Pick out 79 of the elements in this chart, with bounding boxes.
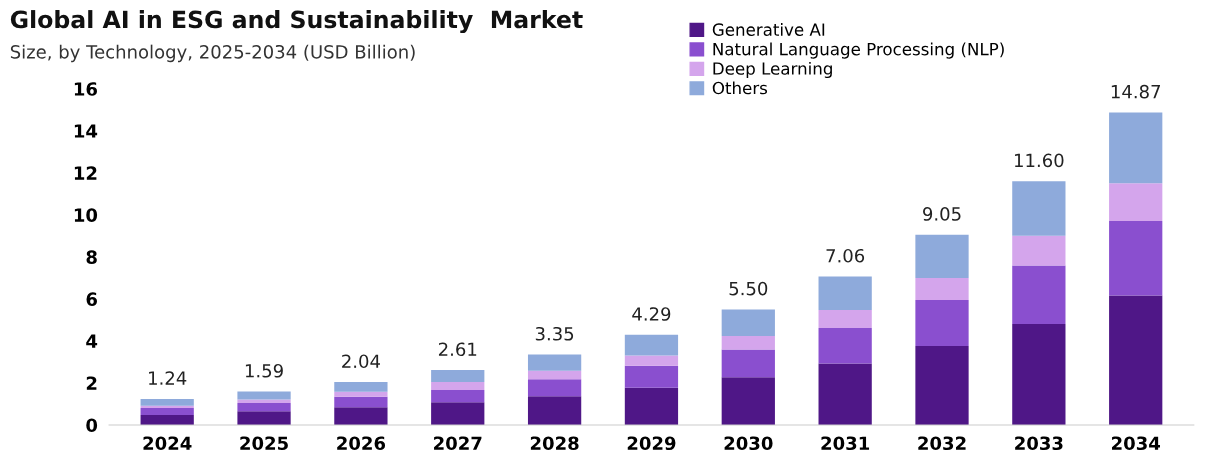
bar xyxy=(721,349,775,378)
bar xyxy=(915,299,969,346)
bar xyxy=(1012,323,1066,425)
total-label: 7.06 xyxy=(826,248,865,263)
bar xyxy=(1012,181,1066,236)
bar xyxy=(140,398,194,406)
bar xyxy=(624,387,679,425)
bar xyxy=(431,402,485,425)
x-tick-label: 2024 xyxy=(143,436,192,451)
bar xyxy=(915,345,969,425)
bar xyxy=(818,363,872,425)
bar xyxy=(915,234,969,279)
total-label: 2.61 xyxy=(438,342,477,357)
total-label: 1.59 xyxy=(245,363,283,378)
total-label: 4.29 xyxy=(632,307,671,321)
total-label: 9.05 xyxy=(923,207,961,221)
total-label: 11.60 xyxy=(1015,153,1064,168)
bar xyxy=(334,396,388,408)
bar xyxy=(527,354,582,371)
bar xyxy=(1109,221,1163,296)
y-tick-label: 6 xyxy=(86,292,97,306)
bar xyxy=(915,278,969,300)
bar xyxy=(527,379,582,397)
bar xyxy=(431,390,485,403)
bar xyxy=(237,411,291,425)
total-label: 1.24 xyxy=(149,371,187,385)
legend-label: Generative AI xyxy=(712,23,825,36)
x-tick-label: 2030 xyxy=(724,436,773,451)
y-tick-label: 12 xyxy=(74,166,97,180)
bar xyxy=(1012,265,1066,324)
x-tick-label: 2026 xyxy=(337,436,386,451)
x-tick-label: 2027 xyxy=(434,436,482,451)
bar xyxy=(140,407,194,415)
bar xyxy=(624,355,679,366)
bar xyxy=(431,381,485,391)
legend-label: Others xyxy=(712,81,768,95)
bar xyxy=(1109,183,1163,222)
y-tick-label: 0 xyxy=(86,418,98,433)
bar xyxy=(721,377,775,425)
bar xyxy=(1109,295,1163,425)
y-tick-label: 16 xyxy=(74,82,97,96)
total-label: 2.04 xyxy=(342,354,380,369)
bar xyxy=(818,327,872,364)
bar xyxy=(431,370,485,382)
y-tick-label: 8 xyxy=(86,250,97,264)
bar xyxy=(624,334,679,356)
bar xyxy=(527,396,582,425)
total-label: 14.87 xyxy=(1111,84,1161,99)
legend-label: Deep Learning xyxy=(713,61,832,79)
x-tick-label: 2029 xyxy=(627,436,676,451)
total-label: 3.35 xyxy=(535,326,574,341)
bar xyxy=(334,391,388,397)
x-tick-label: 2032 xyxy=(918,436,966,451)
chart-title: Global AI in ESG and Sustainability Market xyxy=(10,10,583,34)
bar xyxy=(818,276,872,311)
bar xyxy=(818,310,872,328)
x-tick-label: 2028 xyxy=(530,436,579,451)
y-tick-label: 10 xyxy=(74,208,98,222)
bar xyxy=(237,391,291,400)
x-tick-label: 2031 xyxy=(821,436,870,451)
chart-subtitle: Size, by Technology, 2025-2034 (USD Billion) xyxy=(10,44,415,63)
total-label: 5.50 xyxy=(729,281,768,296)
x-tick-label: 2034 xyxy=(1112,436,1161,451)
bar xyxy=(1109,112,1163,184)
legend-label: Natural Language Processing (NLP) xyxy=(713,42,1004,59)
y-tick-label: 4 xyxy=(86,334,98,348)
bar xyxy=(237,399,291,403)
bar xyxy=(624,365,679,388)
bar xyxy=(334,407,388,425)
bar xyxy=(1012,235,1066,266)
y-tick-label: 14 xyxy=(74,124,98,138)
x-tick-label: 2033 xyxy=(1015,436,1063,451)
bar xyxy=(721,309,775,337)
bar xyxy=(527,370,582,380)
bar xyxy=(334,382,388,392)
x-tick-label: 2025 xyxy=(240,436,288,451)
y-tick-label: 2 xyxy=(86,376,97,390)
bar xyxy=(237,402,291,412)
bar xyxy=(721,336,775,350)
